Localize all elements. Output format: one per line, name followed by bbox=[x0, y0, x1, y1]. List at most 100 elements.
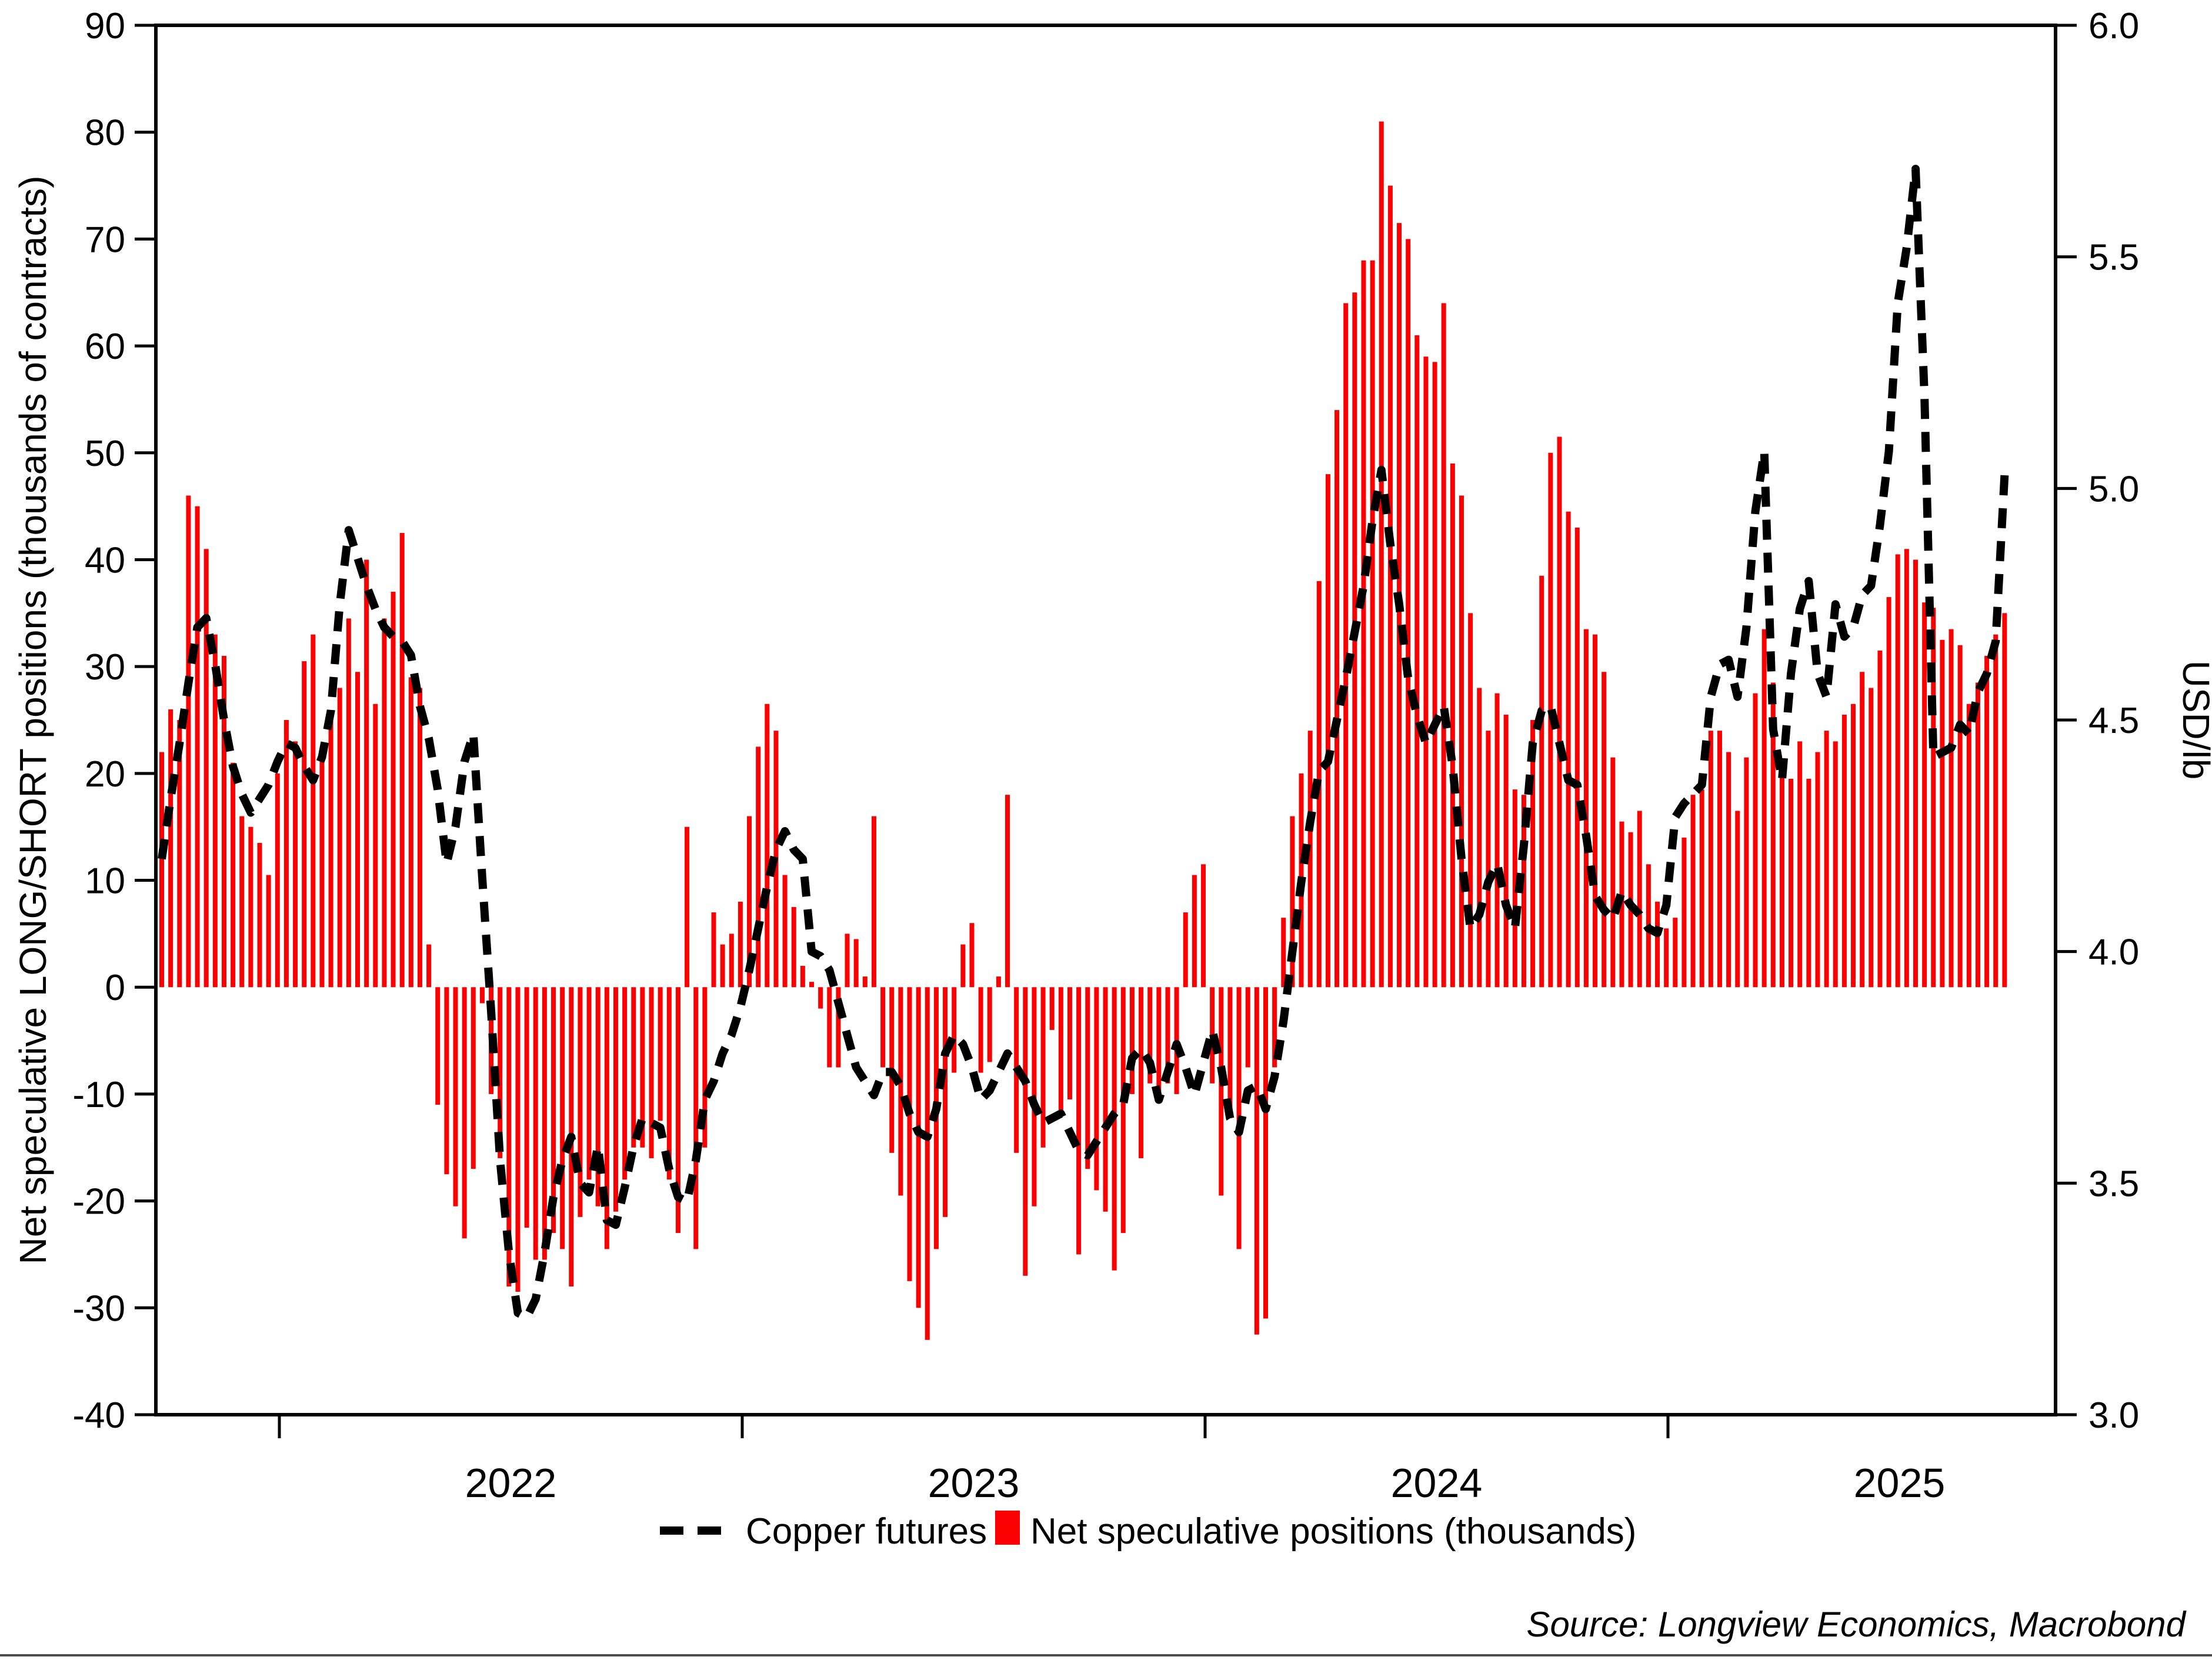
bar bbox=[1895, 554, 1900, 988]
bar bbox=[498, 987, 503, 1158]
bar bbox=[1049, 987, 1055, 1030]
source-note: Source: Longview Economics, Macrobond bbox=[1526, 1605, 2186, 1644]
bar bbox=[1735, 811, 1740, 988]
left-axis-tick-label: 60 bbox=[85, 326, 125, 367]
bar bbox=[1949, 629, 1954, 988]
bar bbox=[195, 506, 200, 988]
bar bbox=[319, 757, 325, 988]
bar bbox=[987, 987, 992, 1062]
bar bbox=[1824, 731, 1829, 988]
bar bbox=[1655, 901, 1660, 988]
bar bbox=[506, 987, 512, 1286]
legend-item-copper-futures[interactable]: Copper futures bbox=[660, 1511, 987, 1552]
bar bbox=[533, 987, 538, 1260]
bar bbox=[1094, 987, 1099, 1191]
left-axis-tick-label: 30 bbox=[85, 647, 125, 688]
bar bbox=[1761, 629, 1767, 988]
right-axis-tick-label: 4.5 bbox=[2088, 701, 2139, 741]
legend-item-net-spec-positions[interactable]: Net speculative positions (thousands) bbox=[995, 1511, 1636, 1552]
bar bbox=[293, 741, 298, 988]
right-axis-tick-label: 5.5 bbox=[2088, 238, 2139, 278]
bar bbox=[1673, 918, 1678, 988]
right-axis-tick-label: 3.5 bbox=[2088, 1164, 2139, 1204]
bar bbox=[1753, 693, 1758, 988]
bar bbox=[1530, 720, 1536, 988]
bar bbox=[426, 944, 432, 988]
bar bbox=[373, 704, 378, 988]
left-axis-tick-label: 20 bbox=[85, 754, 125, 795]
bar bbox=[1637, 811, 1642, 988]
bar bbox=[1717, 731, 1722, 988]
bar bbox=[408, 677, 413, 988]
bar bbox=[1219, 987, 1224, 1196]
bar bbox=[1984, 655, 1990, 988]
bar bbox=[1931, 608, 1936, 988]
bar bbox=[542, 987, 547, 1260]
bar bbox=[1120, 987, 1126, 1234]
bar bbox=[1913, 559, 1918, 988]
bar bbox=[925, 987, 930, 1340]
bar bbox=[239, 816, 245, 988]
bar bbox=[1797, 741, 1803, 988]
left-axis-tick-label: 90 bbox=[85, 6, 125, 46]
bar bbox=[399, 533, 405, 988]
bar bbox=[302, 661, 307, 988]
bar bbox=[1503, 714, 1509, 988]
bar bbox=[711, 912, 716, 988]
bar bbox=[1406, 239, 1411, 988]
left-axis-tick-label: 80 bbox=[85, 113, 125, 154]
bar bbox=[640, 987, 645, 1148]
right-axis-tick-label: 4.0 bbox=[2088, 932, 2139, 973]
bar bbox=[283, 720, 289, 988]
bar bbox=[1023, 987, 1028, 1276]
bar bbox=[1103, 987, 1108, 1212]
bar bbox=[1708, 731, 1713, 988]
right-axis-tick-label: 6.0 bbox=[2088, 6, 2139, 46]
bar bbox=[1192, 875, 1197, 988]
bar bbox=[658, 987, 663, 1121]
bar bbox=[364, 559, 369, 988]
bar bbox=[1539, 575, 1544, 988]
bar bbox=[1307, 731, 1313, 988]
bar bbox=[586, 987, 592, 1180]
bar bbox=[1966, 704, 1971, 988]
bar bbox=[221, 655, 226, 988]
bar bbox=[212, 634, 218, 988]
bar bbox=[996, 976, 1001, 988]
bar bbox=[257, 842, 262, 988]
bar bbox=[1877, 650, 1883, 988]
bar bbox=[1361, 260, 1366, 988]
bar bbox=[1370, 260, 1375, 988]
bar bbox=[916, 987, 921, 1308]
bar bbox=[311, 634, 316, 988]
bar bbox=[836, 987, 841, 1068]
bar bbox=[871, 816, 876, 988]
bar bbox=[818, 987, 823, 1009]
bar bbox=[1183, 912, 1188, 988]
bar bbox=[622, 987, 628, 1180]
bar bbox=[168, 709, 174, 988]
bar bbox=[355, 672, 361, 988]
bar bbox=[1486, 731, 1491, 988]
x-axis-year-label: 2025 bbox=[1854, 1460, 1946, 1506]
bar bbox=[613, 987, 618, 1212]
bar bbox=[186, 495, 191, 988]
bar bbox=[960, 944, 966, 988]
left-axis-tick-label: -10 bbox=[72, 1075, 125, 1115]
bar bbox=[1076, 987, 1082, 1255]
copper-futures-line bbox=[158, 165, 2009, 1322]
bar bbox=[177, 720, 182, 988]
bar bbox=[328, 720, 333, 988]
bar bbox=[747, 816, 752, 988]
bar bbox=[1272, 987, 1277, 1068]
bar bbox=[729, 934, 734, 988]
bar bbox=[1664, 928, 1669, 988]
bar bbox=[471, 987, 476, 1169]
bar bbox=[462, 987, 467, 1239]
bar bbox=[453, 987, 458, 1206]
bar bbox=[765, 704, 770, 988]
bar bbox=[1334, 410, 1340, 988]
bar bbox=[1459, 495, 1464, 988]
bar bbox=[1139, 987, 1144, 1158]
